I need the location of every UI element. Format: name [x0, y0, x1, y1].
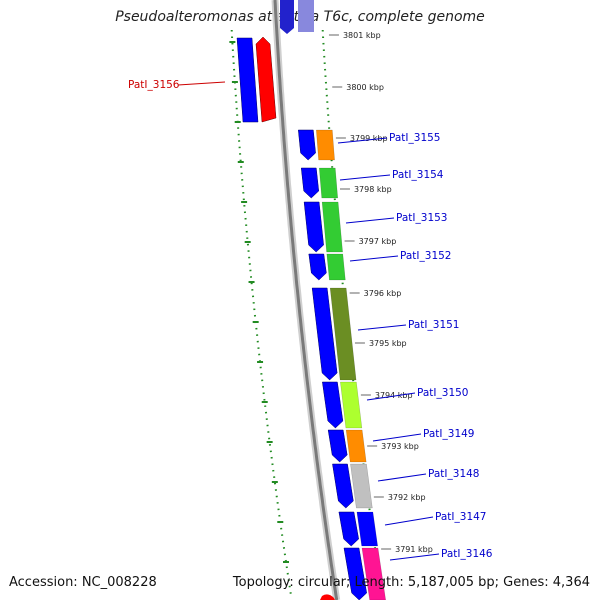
- gene-label: PatI_3146: [441, 548, 493, 560]
- gene-strand-arrow: [322, 381, 344, 429]
- kbp-tick-label: 3796 kbp: [364, 289, 402, 298]
- gene-label-leader: [345, 217, 395, 224]
- partial-feature-strand: [280, 0, 294, 34]
- gene-label: PatI_3155: [389, 132, 440, 144]
- gene-color-block: [361, 547, 386, 600]
- gene-color-block: [356, 511, 378, 547]
- kbp-tick-label: 3801 kbp: [343, 31, 381, 40]
- gene-strand-arrow: [338, 511, 359, 547]
- gene-color-block: [345, 429, 367, 463]
- gene-strand-arrow: [332, 463, 354, 509]
- accession-text: Accession: NC_008228: [9, 575, 157, 590]
- gene-color-block: [340, 381, 363, 429]
- gene-label-leader: [349, 255, 399, 262]
- gene-label: PatI_3154: [392, 169, 444, 181]
- gene-color-arrow: [255, 36, 277, 123]
- partial-feature-bottom: [320, 594, 335, 600]
- gene-label-leader: [357, 324, 407, 331]
- gene-label: PatI_3151: [408, 319, 459, 331]
- gene-label-leader: [337, 137, 388, 144]
- gene-strand-arrow: [308, 253, 327, 281]
- topology-summary: Topology: circular; Length: 5,187,005 bp…: [232, 575, 590, 590]
- gene-label: PatI_3149: [423, 428, 474, 440]
- kbp-tick-label: 3799 kbp: [350, 134, 388, 143]
- kbp-tick-label: 3794 kbp: [375, 391, 413, 400]
- partial-feature-color: [298, 0, 314, 32]
- gene-color-block: [318, 167, 339, 199]
- gene-label: PatI_3147: [435, 511, 486, 523]
- kbp-tick-label: 3793 kbp: [381, 442, 419, 451]
- gene-strand-arrow: [303, 201, 324, 253]
- gene-strand-arrow: [298, 129, 316, 161]
- gene-strand-arrow: [311, 287, 338, 381]
- gene-strand-arrow: [300, 167, 320, 199]
- gene-label-leader: [384, 516, 434, 526]
- gene-strand-arrow: [343, 547, 367, 600]
- kbp-tick-label: 3791 kbp: [395, 545, 433, 554]
- gene-color-block: [350, 463, 373, 509]
- gene-label-leader: [389, 553, 440, 561]
- gene-label: PatI_3148: [428, 468, 479, 480]
- gene-label: PatI_3150: [417, 387, 468, 399]
- kbp-tick-label: 3797 kbp: [359, 237, 397, 246]
- gene-label-leader: [339, 174, 391, 181]
- kbp-tick-label: 3795 kbp: [369, 339, 407, 348]
- gene-label-leader: [177, 81, 226, 86]
- gene-color-block: [329, 287, 357, 381]
- kbp-tick-label: 3798 kbp: [354, 185, 392, 194]
- gene-color-block: [316, 129, 335, 161]
- gene-color-block: [321, 201, 343, 253]
- gene-label: PatI_3152: [400, 250, 451, 262]
- backbone: [273, 0, 339, 600]
- kbp-tick-label: 3792 kbp: [388, 493, 426, 502]
- gene-label: PatI_3153: [396, 212, 447, 224]
- gene-label-leader: [372, 433, 422, 442]
- gene-color-block: [326, 253, 346, 281]
- gene-label-leader: [366, 392, 416, 401]
- gene-label-leader: [377, 473, 427, 482]
- gene-strand-arrow: [236, 37, 259, 123]
- kbp-tick-label: 3800 kbp: [346, 83, 384, 92]
- gene-strand-arrow: [327, 429, 348, 463]
- outer-dotted-arc: [230, 29, 293, 599]
- gene-label: PatI_3156: [128, 79, 180, 91]
